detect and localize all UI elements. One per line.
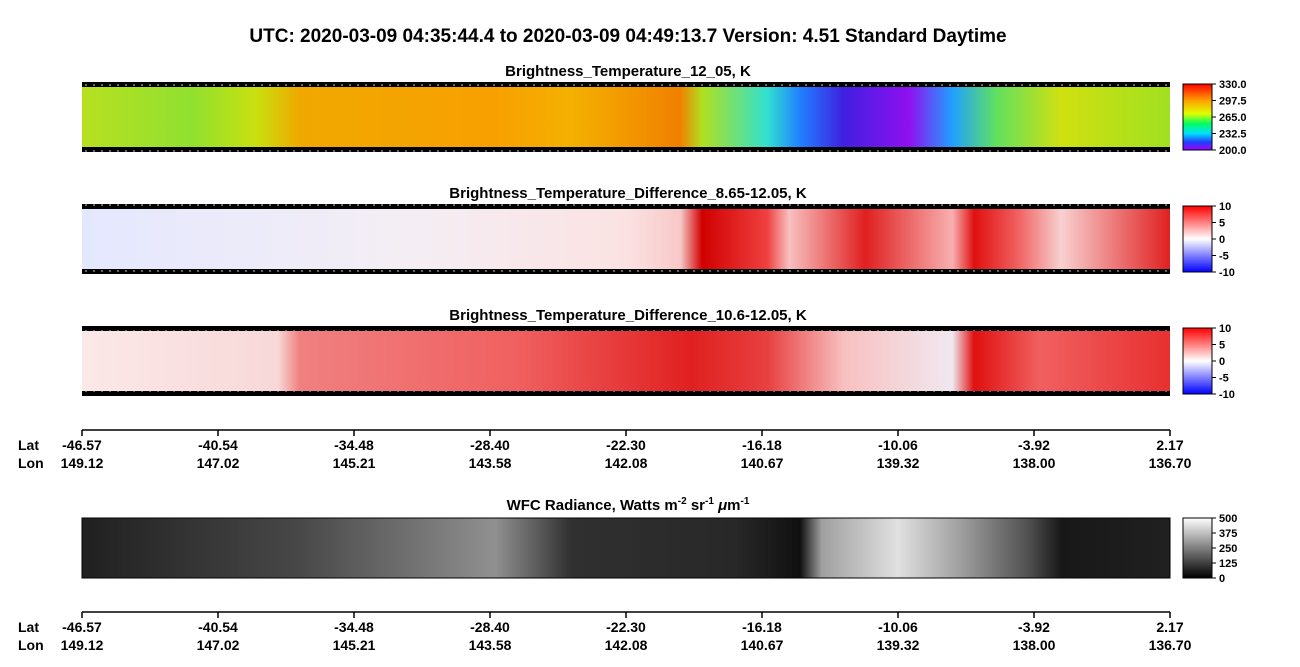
axis-row-label: Lat — [18, 619, 39, 635]
lat-label: -3.92 — [1018, 437, 1050, 453]
image-strip — [81, 517, 1171, 579]
lat-label: -16.18 — [742, 437, 782, 453]
lat-label: -34.48 — [334, 437, 374, 453]
title-part: WFC Radiance, Watts m — [507, 497, 678, 514]
lon-label: 140.67 — [741, 637, 784, 653]
colorbar-label: 10 — [1219, 323, 1231, 335]
lon-label: 138.00 — [1013, 637, 1056, 653]
lat-label: -28.40 — [470, 437, 510, 453]
colorbar-label: 500 — [1219, 513, 1237, 525]
title-part: -1 — [705, 496, 714, 507]
lat-label: -22.30 — [606, 619, 646, 635]
lon-label: 147.02 — [197, 637, 240, 653]
image-strip — [82, 206, 1170, 272]
colorbar-label: 250 — [1219, 543, 1237, 555]
colorbar-label: 297.5 — [1219, 96, 1247, 108]
lat-label: -3.92 — [1018, 619, 1050, 635]
panel-title: Brightness_Temperature_Difference_10.6-1… — [449, 307, 807, 324]
axis-row-label: Lon — [18, 637, 44, 653]
colorbar — [1182, 327, 1213, 395]
lat-label: -10.06 — [878, 619, 918, 635]
title-part: -1 — [740, 496, 749, 507]
colorbar-label: 375 — [1219, 528, 1237, 540]
colorbar-label: -10 — [1219, 267, 1235, 279]
lon-label: 142.08 — [605, 455, 648, 471]
colorbar-label: -10 — [1219, 389, 1235, 401]
lat-label: -16.18 — [742, 619, 782, 635]
colorbar-label: 232.5 — [1219, 129, 1247, 141]
lat-label: 2.17 — [1156, 619, 1183, 635]
title-part: μ — [717, 497, 727, 514]
colorbar-label: 125 — [1219, 558, 1237, 570]
colorbar-label: 200.0 — [1219, 145, 1247, 157]
colorbar-label: 0 — [1219, 356, 1225, 368]
lat-label: -40.54 — [198, 619, 238, 635]
lat-label: -46.57 — [62, 437, 102, 453]
lat-label: -10.06 — [878, 437, 918, 453]
lon-label: 149.12 — [61, 637, 104, 653]
lon-label: 143.58 — [469, 455, 512, 471]
colorbar-label: 0 — [1219, 234, 1225, 246]
panel-title: Brightness_Temperature_12_05, K — [505, 63, 751, 80]
lon-label: 138.00 — [1013, 455, 1056, 471]
lat-label: -22.30 — [606, 437, 646, 453]
colorbar-label: 265.0 — [1219, 112, 1247, 124]
colorbar — [1182, 83, 1213, 151]
colorbar — [1182, 517, 1213, 579]
title-part: m — [727, 497, 740, 514]
colorbar — [1182, 205, 1213, 273]
lon-label: 142.08 — [605, 637, 648, 653]
panel-title: WFC Radiance, Watts m-2 sr-1 μm-1 — [507, 496, 750, 514]
page-title: UTC: 2020-03-09 04:35:44.4 to 2020-03-09… — [249, 26, 1006, 47]
axis-row-label: Lat — [18, 437, 39, 453]
lon-label: 140.67 — [741, 455, 784, 471]
lat-label: -28.40 — [470, 619, 510, 635]
lon-label: 139.32 — [877, 637, 920, 653]
title-part: sr — [687, 497, 706, 514]
lat-label: 2.17 — [1156, 437, 1183, 453]
colorbar-label: -5 — [1219, 251, 1229, 263]
colorbar-label: 5 — [1219, 218, 1225, 230]
image-strip — [82, 84, 1170, 150]
lon-label: 143.58 — [469, 637, 512, 653]
lon-label: 149.12 — [61, 455, 104, 471]
lon-label: 145.21 — [333, 637, 376, 653]
panel-title: Brightness_Temperature_Difference_8.65-1… — [449, 185, 807, 202]
colorbar-label: 0 — [1219, 573, 1225, 585]
axis-row-label: Lon — [18, 455, 44, 471]
lon-label: 136.70 — [1149, 637, 1192, 653]
title-part: -2 — [678, 496, 687, 507]
image-strip — [82, 328, 1170, 394]
colorbar-label: 330.0 — [1219, 79, 1247, 91]
colorbar-label: 10 — [1219, 201, 1231, 213]
lon-label: 136.70 — [1149, 455, 1192, 471]
lat-label: -46.57 — [62, 619, 102, 635]
lon-label: 139.32 — [877, 455, 920, 471]
strip-edges — [82, 82, 1170, 396]
lat-label: -40.54 — [198, 437, 238, 453]
lat-label: -34.48 — [334, 619, 374, 635]
colorbar-label: 5 — [1219, 340, 1225, 352]
lon-label: 147.02 — [197, 455, 240, 471]
lon-label: 145.21 — [333, 455, 376, 471]
colorbar-label: -5 — [1219, 373, 1229, 385]
